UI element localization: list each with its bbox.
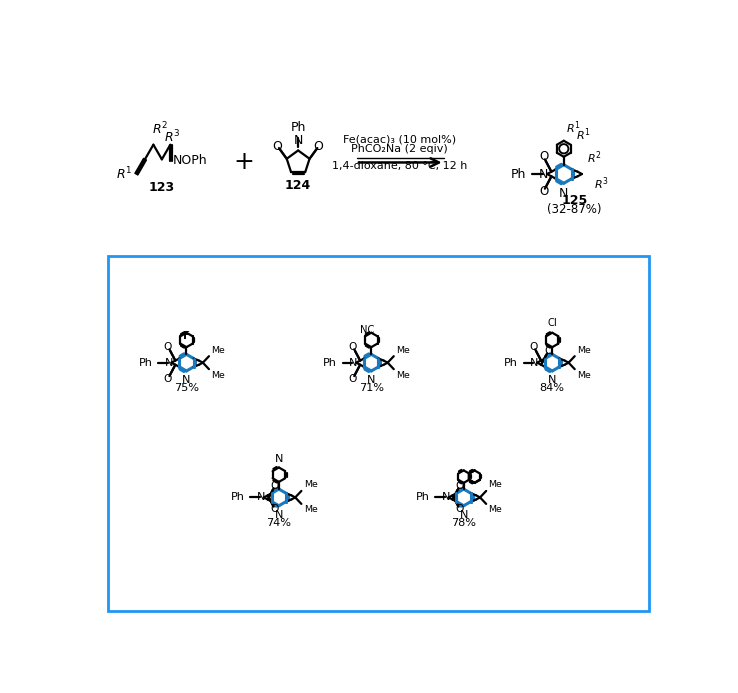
Text: $R^2$: $R^2$ xyxy=(587,150,602,166)
Text: N: N xyxy=(531,358,539,368)
Text: O: O xyxy=(348,342,357,351)
Text: Ph: Ph xyxy=(415,493,430,502)
Text: Me: Me xyxy=(396,346,410,355)
Text: O: O xyxy=(164,342,172,351)
Text: +: + xyxy=(234,150,255,175)
Text: Me: Me xyxy=(303,505,317,514)
Text: O: O xyxy=(271,481,279,491)
Text: Me: Me xyxy=(489,480,503,489)
Text: Me: Me xyxy=(303,480,317,489)
Text: Ph: Ph xyxy=(231,493,245,502)
Text: Me: Me xyxy=(577,371,591,380)
Text: O: O xyxy=(348,374,357,384)
Text: O: O xyxy=(530,342,538,351)
Text: O: O xyxy=(455,481,464,491)
Text: N: N xyxy=(257,493,266,502)
Text: Ph: Ph xyxy=(323,358,337,368)
Text: NC: NC xyxy=(360,325,374,335)
Text: Me: Me xyxy=(396,371,410,380)
Text: 74%: 74% xyxy=(266,518,292,527)
Text: N: N xyxy=(559,187,568,200)
Text: O: O xyxy=(544,346,553,356)
Text: Ph: Ph xyxy=(511,168,526,180)
Text: O: O xyxy=(455,505,464,514)
Text: N: N xyxy=(367,375,376,385)
Text: $R^1$: $R^1$ xyxy=(117,166,133,182)
Text: N: N xyxy=(539,168,548,180)
Text: $R^3$: $R^3$ xyxy=(164,128,180,145)
Text: Ph: Ph xyxy=(291,121,306,134)
Text: N: N xyxy=(548,375,556,385)
Text: (32-87%): (32-87%) xyxy=(548,203,601,216)
Text: O: O xyxy=(273,140,283,152)
Text: 123: 123 xyxy=(149,182,175,194)
Text: O: O xyxy=(539,150,548,164)
Text: Me: Me xyxy=(489,505,503,514)
Text: Fe(acac)₃ (10 mol%): Fe(acac)₃ (10 mol%) xyxy=(343,134,456,144)
Text: Me: Me xyxy=(577,346,591,355)
Text: N: N xyxy=(294,134,303,147)
Bar xyxy=(108,256,649,611)
Text: 75%: 75% xyxy=(174,383,199,393)
Text: O: O xyxy=(271,505,279,514)
Text: Ph: Ph xyxy=(139,358,152,368)
Text: 124: 124 xyxy=(285,179,311,192)
Text: $R^1$: $R^1$ xyxy=(566,119,581,136)
Text: 1,4-dioxane, 80 °C, 12 h: 1,4-dioxane, 80 °C, 12 h xyxy=(332,161,467,171)
Text: $R^2$: $R^2$ xyxy=(152,121,168,138)
Text: N: N xyxy=(349,358,358,368)
Text: N: N xyxy=(165,358,173,368)
Text: 125: 125 xyxy=(562,194,587,207)
Text: NOPh: NOPh xyxy=(173,155,207,167)
Text: Me: Me xyxy=(211,371,225,380)
Text: N: N xyxy=(460,509,468,520)
Text: $R^1$: $R^1$ xyxy=(576,127,591,143)
Text: Cl: Cl xyxy=(548,318,557,328)
Text: Ph: Ph xyxy=(504,358,518,368)
Text: 78%: 78% xyxy=(451,518,476,527)
Text: N: N xyxy=(182,375,190,385)
Text: O: O xyxy=(164,374,172,384)
Text: O: O xyxy=(539,185,548,198)
Text: F: F xyxy=(184,331,190,340)
Text: 84%: 84% xyxy=(539,383,565,393)
Text: $R^3$: $R^3$ xyxy=(594,175,609,192)
Text: 71%: 71% xyxy=(359,383,384,393)
Text: Me: Me xyxy=(211,346,225,355)
Text: N: N xyxy=(275,454,283,464)
Text: N: N xyxy=(275,509,283,520)
Text: O: O xyxy=(314,140,323,152)
Text: PhCO₂Na (2 eqiv): PhCO₂Na (2 eqiv) xyxy=(351,144,448,155)
Text: F: F xyxy=(183,331,189,340)
Text: N: N xyxy=(442,493,450,502)
